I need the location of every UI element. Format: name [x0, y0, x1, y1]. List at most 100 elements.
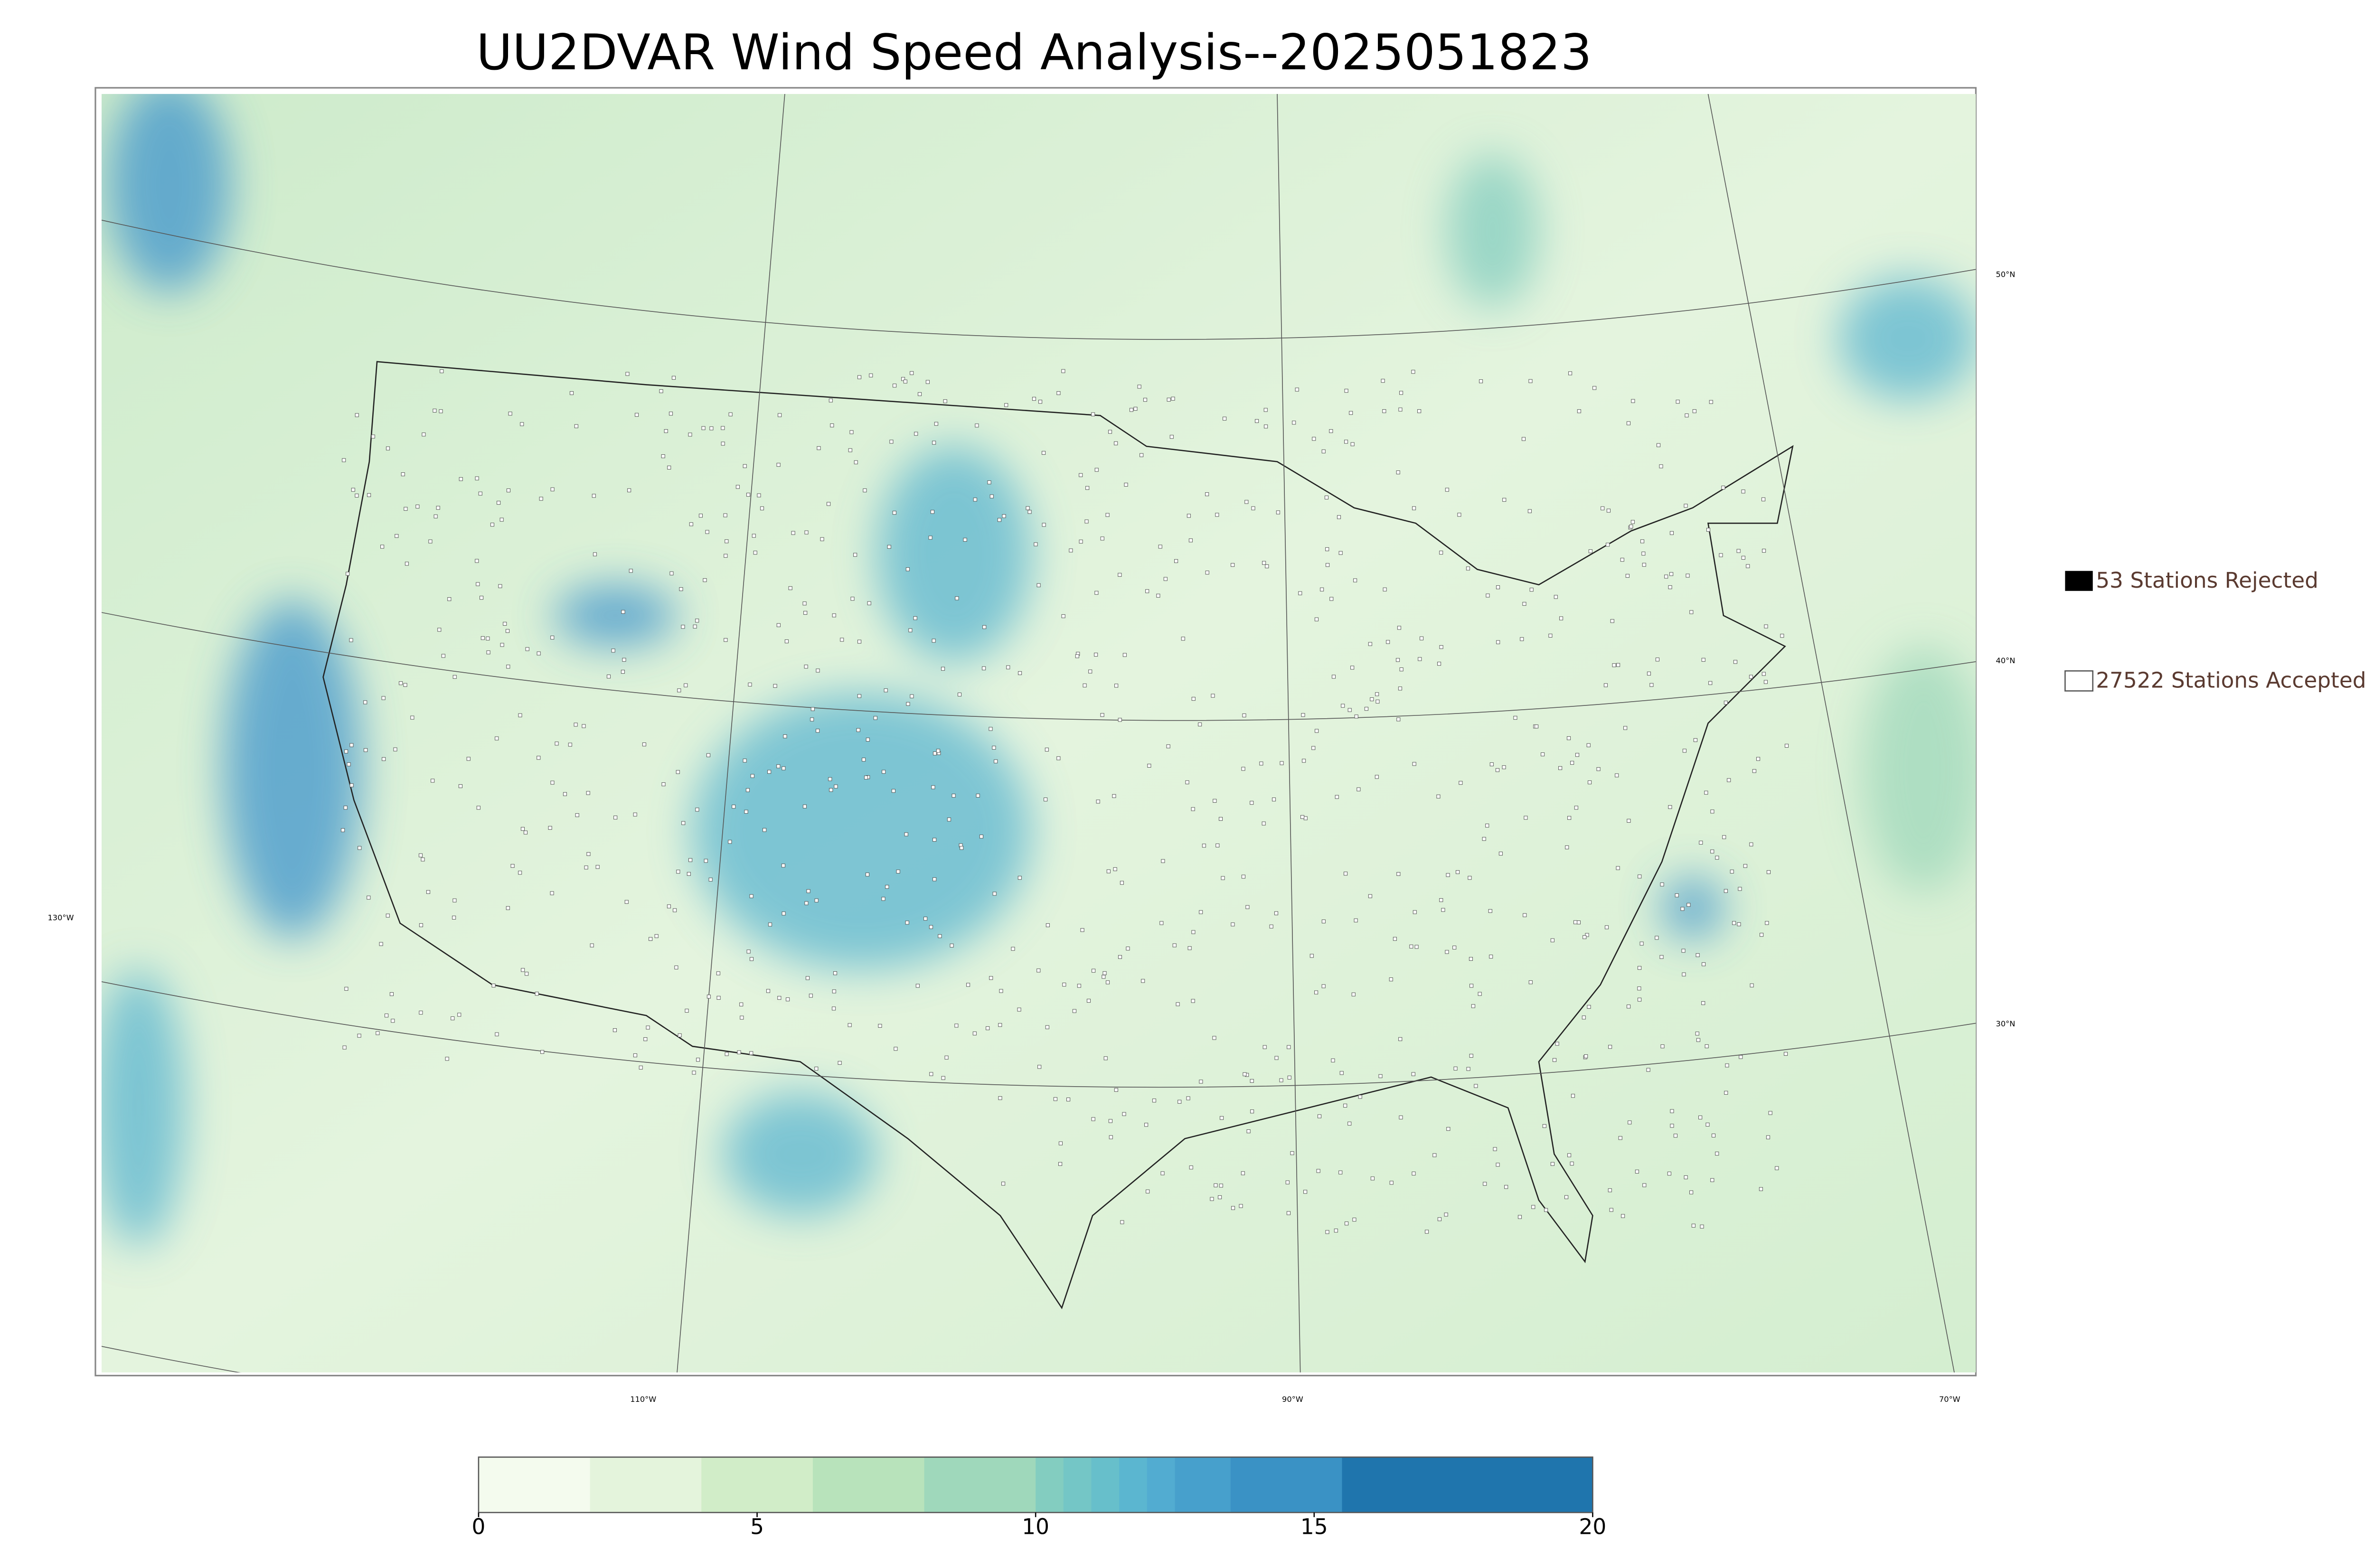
station — [661, 782, 666, 787]
station — [1411, 370, 1415, 374]
station — [363, 700, 367, 704]
station — [1689, 610, 1694, 614]
station — [1566, 736, 1571, 741]
station — [777, 995, 782, 1000]
station — [399, 681, 403, 685]
station — [932, 638, 936, 643]
station — [885, 885, 889, 889]
station — [371, 434, 375, 439]
station — [776, 623, 781, 627]
station — [856, 728, 860, 732]
station — [989, 727, 993, 731]
station — [1062, 983, 1066, 987]
station — [1241, 874, 1245, 879]
station — [611, 648, 615, 653]
station — [1635, 1169, 1639, 1174]
station — [703, 578, 707, 582]
station — [901, 377, 905, 381]
colorbar-level — [812, 1457, 925, 1513]
station — [521, 968, 525, 972]
station — [1100, 713, 1104, 717]
station — [716, 995, 721, 1000]
station — [404, 507, 408, 511]
station — [696, 1058, 700, 1062]
station — [1321, 919, 1326, 924]
station — [612, 1028, 617, 1033]
station — [1498, 852, 1503, 856]
station — [1554, 595, 1558, 599]
station — [910, 371, 914, 375]
station — [1724, 889, 1728, 893]
station — [1621, 1214, 1625, 1218]
station — [1577, 409, 1581, 413]
station — [1567, 1153, 1572, 1157]
station — [669, 412, 673, 416]
station — [376, 1031, 380, 1035]
station — [1669, 572, 1674, 576]
station — [1354, 918, 1358, 922]
station — [1522, 601, 1526, 606]
station — [1749, 842, 1753, 846]
station — [1084, 519, 1089, 524]
station — [1334, 1229, 1338, 1233]
station — [960, 846, 964, 850]
station — [1205, 571, 1209, 575]
map-background — [101, 94, 1976, 1373]
station — [1445, 950, 1449, 954]
station — [673, 908, 677, 912]
station — [972, 1031, 977, 1035]
station — [1303, 816, 1308, 820]
station — [1312, 437, 1316, 441]
station — [820, 537, 824, 541]
station — [548, 826, 552, 830]
station — [1627, 818, 1631, 823]
station — [1042, 523, 1046, 527]
station — [405, 562, 409, 566]
station — [525, 972, 529, 976]
station — [506, 488, 511, 493]
station — [1399, 667, 1404, 672]
station — [728, 840, 732, 844]
station — [1001, 1182, 1006, 1186]
station — [1700, 1224, 1704, 1229]
station — [661, 454, 665, 459]
station — [1311, 746, 1316, 750]
station — [1317, 1114, 1322, 1118]
station — [889, 440, 894, 444]
station — [782, 911, 786, 916]
station — [1264, 424, 1268, 429]
station — [480, 636, 485, 640]
station — [1721, 486, 1725, 490]
station — [833, 971, 838, 976]
station — [1370, 697, 1374, 702]
station — [1552, 1058, 1557, 1062]
station — [1689, 1190, 1694, 1194]
station — [998, 1023, 1002, 1027]
station — [863, 488, 867, 493]
station — [1685, 413, 1689, 418]
station — [441, 654, 445, 658]
station — [941, 1076, 945, 1080]
station — [1006, 665, 1010, 669]
station — [992, 745, 996, 750]
station — [1736, 549, 1741, 553]
station — [982, 625, 987, 629]
station — [1724, 1090, 1728, 1095]
station — [1584, 1054, 1588, 1059]
station — [989, 494, 994, 498]
station — [676, 770, 680, 774]
station — [1762, 672, 1766, 676]
station — [1444, 1212, 1448, 1217]
station — [840, 638, 844, 642]
station — [1750, 983, 1754, 987]
station — [1760, 933, 1764, 937]
station — [1699, 840, 1703, 845]
station — [760, 506, 764, 510]
station — [1166, 744, 1170, 749]
station — [1466, 566, 1470, 571]
station — [478, 491, 482, 496]
station — [1784, 1052, 1788, 1056]
station — [622, 657, 626, 662]
station — [506, 906, 510, 910]
